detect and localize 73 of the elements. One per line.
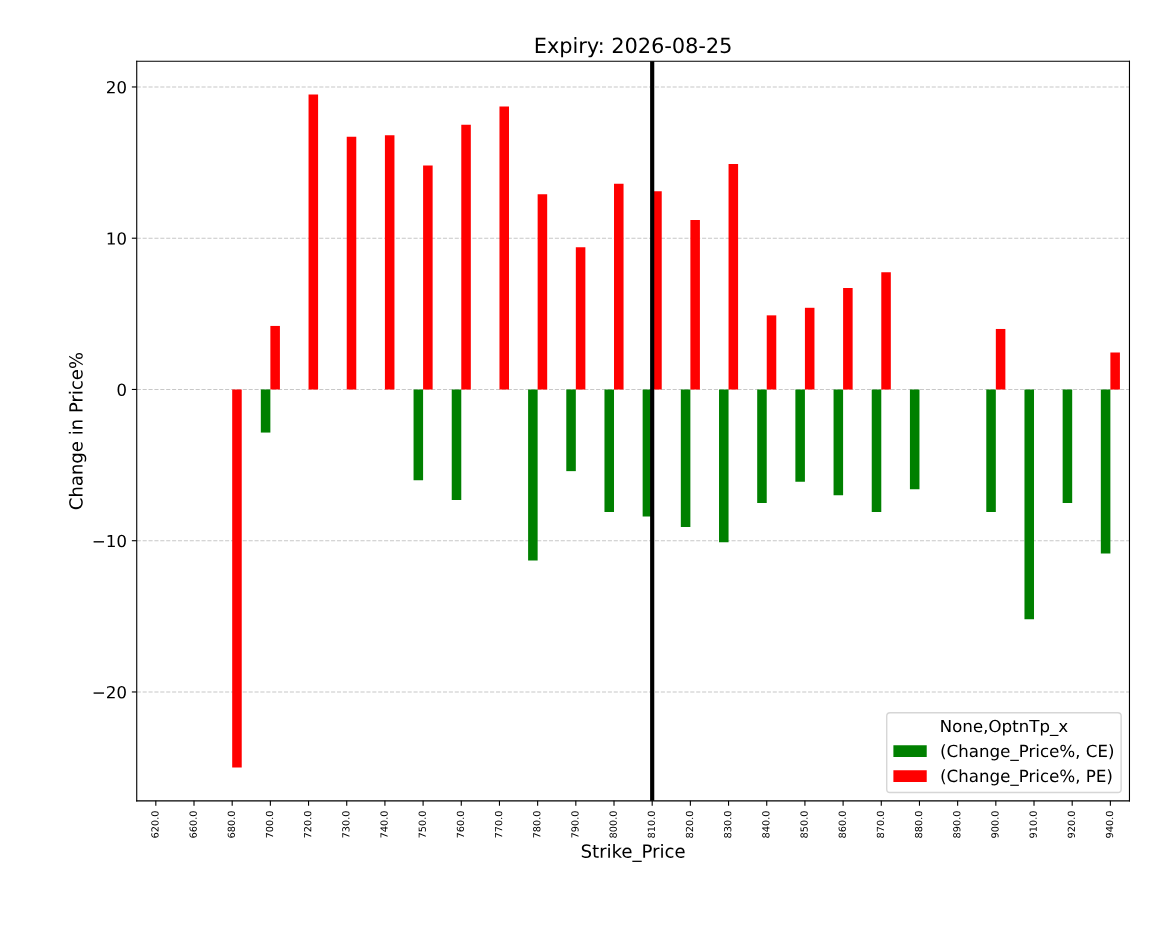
x-tick-label: 900.0 (991, 811, 999, 838)
x-tick-label: 780.0 (533, 811, 541, 838)
bar (804, 307, 815, 390)
y-tick-label: 20 (107, 80, 126, 94)
y-tick-label: −20 (93, 685, 126, 699)
legend-label: (Change_Price%, PE) (941, 769, 1112, 786)
x-tick-label: 870.0 (876, 811, 885, 838)
bar (986, 389, 996, 512)
x-tick-label: 700.0 (265, 811, 274, 838)
bar (528, 389, 538, 561)
x-axis-title: Strike_Price (581, 843, 685, 862)
chart-title: Expiry: 2026-08-25 (535, 37, 731, 58)
x-tick-label: 810.0 (647, 811, 656, 838)
bar (260, 389, 271, 433)
x-tick-label: 760.0 (456, 811, 465, 838)
x-tick-label: 730.0 (342, 811, 350, 838)
x-tick-label: 910.0 (1029, 811, 1037, 838)
bar (1110, 352, 1120, 390)
x-tick-label: 790.0 (571, 811, 579, 838)
legend-label: (Change_Price%, CE) (941, 744, 1114, 761)
bar (719, 389, 729, 543)
x-tick-label: 620.0 (151, 811, 159, 838)
bar (423, 165, 433, 390)
bar (881, 272, 891, 390)
bar (728, 164, 739, 390)
bar (308, 94, 319, 390)
bar (604, 389, 615, 512)
bar (871, 389, 882, 512)
x-tick-label: 860.0 (838, 811, 846, 838)
bar (1062, 389, 1073, 503)
y-tick-label: 0 (117, 383, 126, 397)
x-tick-label: 720.0 (304, 811, 312, 838)
bar (451, 389, 462, 500)
bar (833, 389, 844, 496)
x-tick-label: 920.0 (1067, 811, 1076, 838)
y-axis-title: Change in Price% (68, 352, 87, 510)
bar (413, 389, 424, 481)
x-tick-label: 820.0 (685, 811, 694, 838)
x-tick-label: 660.0 (189, 811, 197, 838)
x-tick-label: 740.0 (380, 811, 388, 838)
bar (757, 389, 767, 503)
bar (1024, 389, 1035, 620)
bar (766, 315, 777, 390)
x-tick-label: 890.0 (953, 811, 961, 838)
bar (346, 136, 357, 390)
bar (499, 106, 510, 390)
x-tick-label: 850.0 (800, 811, 808, 838)
bar (995, 328, 1006, 390)
x-tick-label: 770.0 (494, 811, 503, 838)
y-tick-label: 10 (107, 232, 126, 245)
bar (614, 183, 624, 390)
y-tick-label: −10 (93, 534, 126, 548)
x-tick-label: 840.0 (762, 811, 770, 838)
bar (461, 124, 471, 390)
bar (690, 220, 700, 390)
bar (1100, 389, 1111, 554)
x-tick-label: 830.0 (724, 811, 732, 838)
x-tick-label: 750.0 (418, 811, 426, 838)
x-tick-label: 680.0 (227, 811, 236, 838)
bar (575, 247, 586, 390)
bar (795, 389, 805, 482)
bar (909, 389, 920, 490)
bar (843, 288, 853, 390)
x-tick-label: 800.0 (609, 811, 617, 838)
bar (232, 389, 242, 768)
bar (384, 135, 395, 390)
bar (680, 389, 691, 528)
x-tick-label: 940.0 (1105, 811, 1114, 838)
bar (537, 194, 548, 390)
legend-title: None,OptnTp_x (941, 719, 1068, 737)
x-tick-label: 880.0 (914, 811, 923, 838)
bar (566, 389, 576, 472)
bar (270, 325, 280, 390)
